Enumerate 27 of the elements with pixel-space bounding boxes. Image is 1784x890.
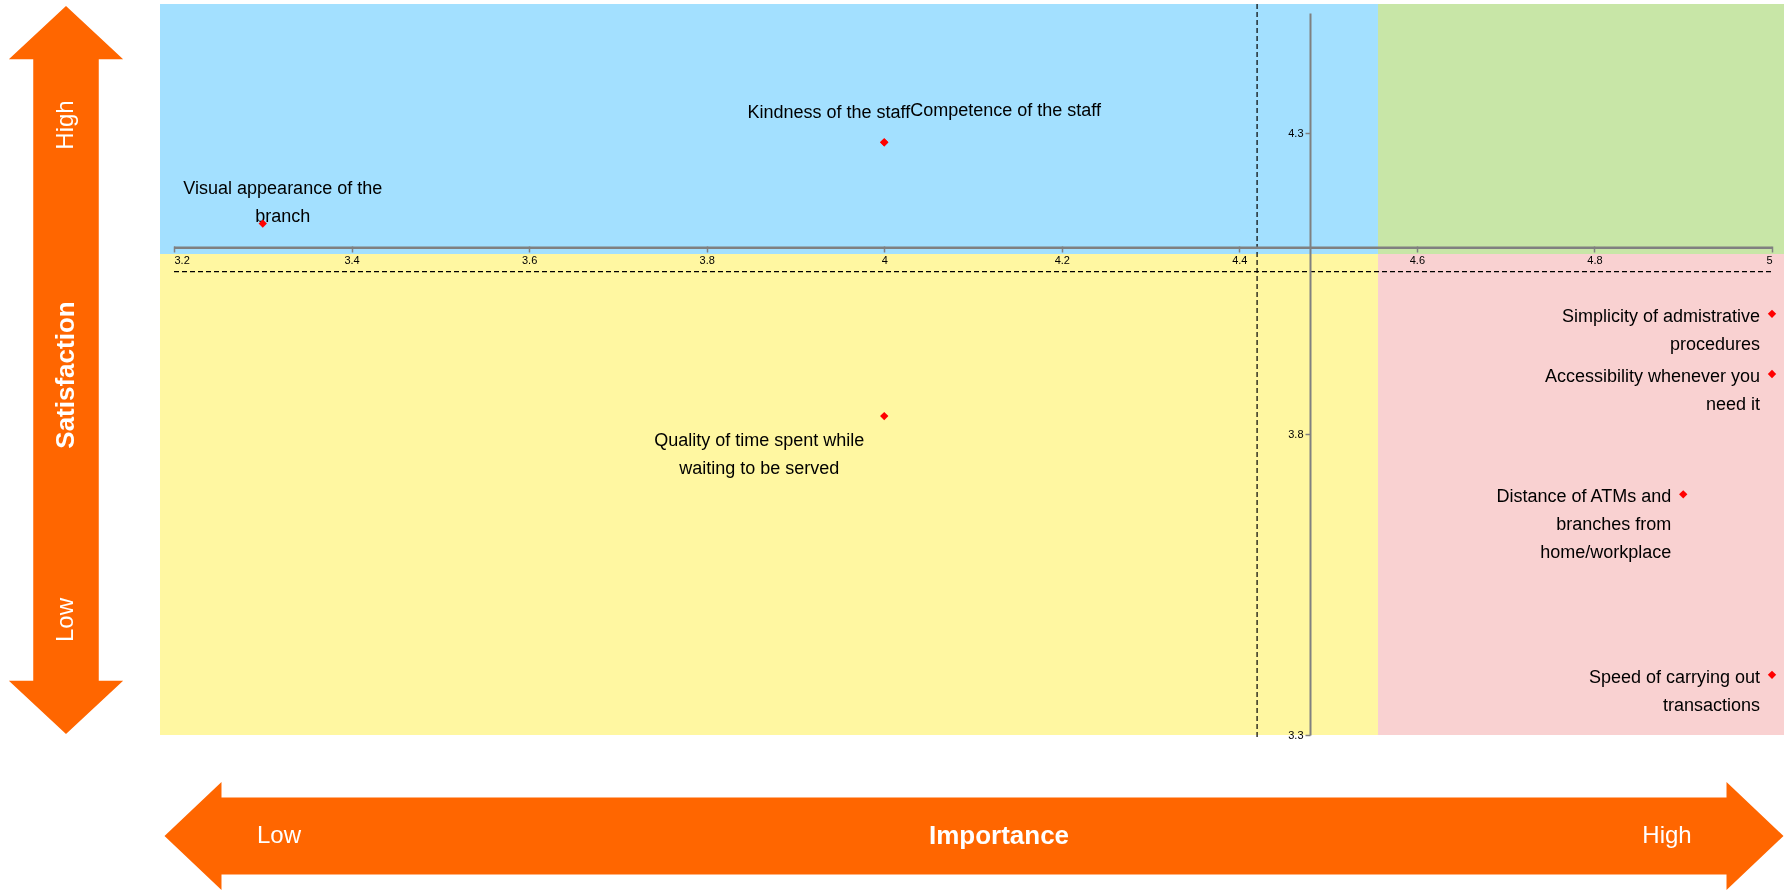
y-tick-label: 3.8 <box>1288 427 1304 440</box>
x-tick-label: 4.8 <box>1587 253 1603 266</box>
annotation: Quality of time spent while waiting to be served <box>654 430 865 479</box>
annotation: Kindness of the staff <box>747 102 912 123</box>
x-tick-label: 4 <box>881 253 888 266</box>
x-tick-label: 3.4 <box>344 253 360 266</box>
y-tick-label: 3.3 <box>1288 728 1304 741</box>
annotation: Simplicity of admistrative procedures <box>1561 305 1760 354</box>
x-tick-label: 3.2 <box>174 253 190 266</box>
text: Low <box>51 597 78 643</box>
annotation: Speed of carrying out transactions <box>1588 666 1760 715</box>
x-tick-label: 3.6 <box>521 253 538 266</box>
y-tick-label: 4.3 <box>1288 126 1304 139</box>
x-tick-label: 3.8 <box>699 253 715 266</box>
annotation: Visual appearance of the branch <box>183 177 383 226</box>
annotation: Accessibility whenever you need it <box>1544 366 1760 414</box>
annotation: Distance of ATMs and branches from home/workplace <box>1496 486 1672 563</box>
x-tick-label: 4.2 <box>1054 253 1070 266</box>
x-axis-title: Importance <box>928 820 1070 850</box>
text: High <box>51 100 78 150</box>
y-axis-title: Satisfaction <box>50 301 80 449</box>
x-tick-label: 4.6 <box>1409 253 1426 266</box>
x-tick-label: 4.4 <box>1232 253 1248 266</box>
x-tick-label: 5 <box>1766 253 1773 266</box>
text: High <box>1642 821 1692 848</box>
text: Low <box>256 821 302 848</box>
annotation: Competence of the staff <box>910 100 1103 121</box>
